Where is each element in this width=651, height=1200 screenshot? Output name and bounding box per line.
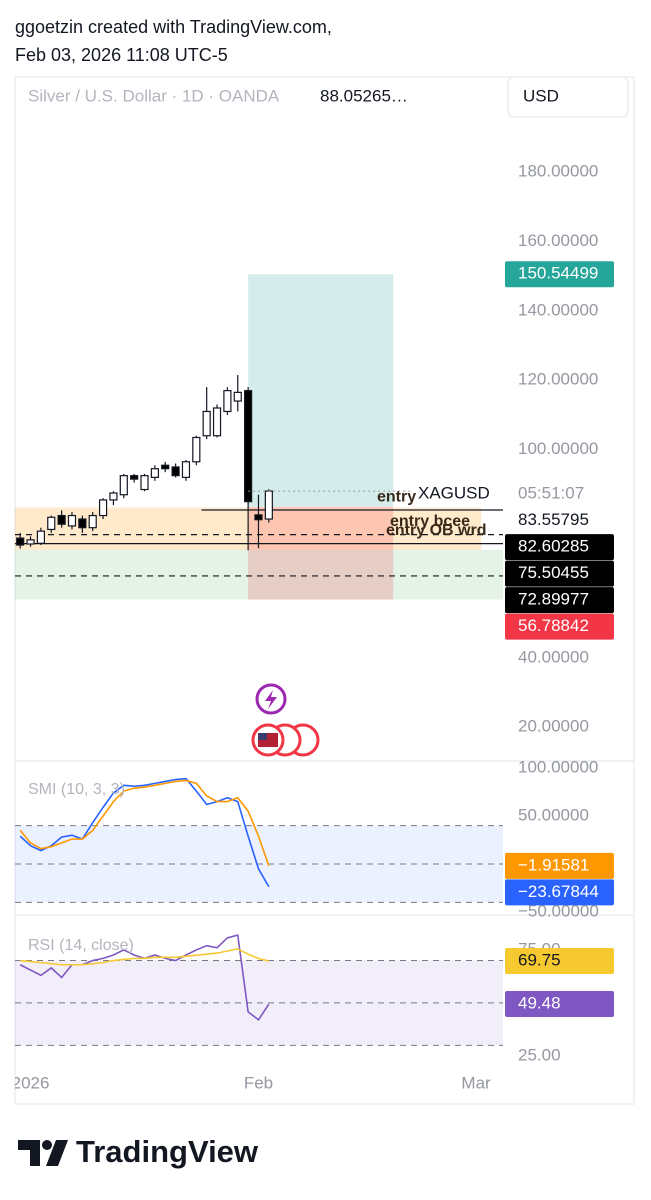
candle-body <box>26 539 35 545</box>
candle-body <box>181 461 191 478</box>
price-badge-label: 49.48 <box>518 994 561 1013</box>
flag <box>258 733 267 740</box>
lightning <box>265 690 277 709</box>
price-badge <box>505 507 614 534</box>
drawing-label: entry bcee <box>390 513 470 530</box>
candle-body <box>233 391 242 402</box>
target-zone <box>248 274 394 507</box>
price-badge <box>505 613 614 640</box>
header-line: ggoetzin created with TradingView.com, <box>15 17 332 37</box>
price-badge <box>505 587 614 614</box>
y-tick-label: 25.00 <box>518 1045 561 1064</box>
event-icons <box>251 683 320 757</box>
indicator-line <box>19 779 270 867</box>
price-badge-label: 82.60285 <box>518 537 589 556</box>
candle-body <box>140 475 149 491</box>
candle-body <box>264 490 273 520</box>
candle-body <box>57 514 66 525</box>
y-tick-label: 180.00000 <box>518 162 598 181</box>
price-badge-label: −1.91581 <box>518 855 589 874</box>
label-bg <box>412 481 500 502</box>
candle-body <box>223 390 232 413</box>
brand-name: TradingView <box>76 1134 259 1169</box>
indicator-legend: RSI (14, close) <box>28 937 134 954</box>
rsi-pane <box>15 934 503 1046</box>
y-tick-label: −50.00000 <box>518 901 599 920</box>
y-tick-label: 50.00000 <box>518 805 589 824</box>
y-tick-label: 100.00000 <box>518 439 598 458</box>
candle-body <box>244 390 253 503</box>
price-badge <box>505 852 614 879</box>
price-badge <box>505 261 614 288</box>
candle-body <box>109 492 118 501</box>
indicator-legend: SMI (10, 3, 3) <box>28 781 125 798</box>
candle-body <box>192 436 201 463</box>
price-badge <box>505 534 614 561</box>
axes: 180.00000 160.00000 140.00000 120.00000 100.… <box>505 162 614 1064</box>
candle-body <box>88 514 97 529</box>
y-tick-label: 100.00000 <box>518 757 598 776</box>
stop-zone <box>248 506 394 600</box>
price-badge-label: 56.78842 <box>518 616 589 635</box>
y-tick-label: 20.00000 <box>518 717 589 736</box>
smi-pane <box>15 777 503 903</box>
candle-body <box>16 537 25 546</box>
candle-body <box>130 475 139 480</box>
x-tick-label: Feb <box>244 1073 273 1092</box>
candle-body <box>98 499 108 517</box>
indicator-line <box>20 948 270 966</box>
price-badge-label: 150.54499 <box>518 264 598 283</box>
time-axis: 2026 Feb Mar <box>12 1073 491 1092</box>
series-name: XAGUSD <box>418 484 490 503</box>
candle-body <box>150 468 159 478</box>
logo-mark <box>18 1140 40 1166</box>
legend-price: 88.05265… <box>320 86 408 105</box>
candle-body <box>161 464 170 470</box>
drawing-label: entry OB wrd <box>386 522 486 539</box>
candle-body <box>67 514 77 527</box>
price-badge-label: 69.75 <box>518 951 561 970</box>
currency-label[interactable]: USD <box>523 86 559 105</box>
price-badge-label: −23.67844 <box>518 882 599 901</box>
y-tick-label: 140.00000 <box>518 300 598 319</box>
candle-body <box>202 410 211 437</box>
price-badge <box>505 991 614 1018</box>
candle-body <box>254 514 263 521</box>
indicator-line <box>19 777 270 888</box>
x-tick-label: 2026 <box>12 1073 50 1092</box>
x-tick-label: Mar <box>461 1073 491 1092</box>
y-tick-label: 160.00000 <box>518 231 598 250</box>
price-badge <box>505 560 614 587</box>
symbol-legend: Silver / U.S. Dollar · 1D · OANDA <box>28 86 280 105</box>
price-badge <box>505 948 614 975</box>
y-tick-label: 40.00000 <box>518 647 589 666</box>
candle-body <box>119 475 128 496</box>
brand-logo: TradingView <box>18 1134 259 1169</box>
price-badge <box>505 879 614 906</box>
logo-mark <box>42 1140 52 1150</box>
countdown: 05:51:07 <box>518 484 584 503</box>
price-badge-label: 75.50455 <box>518 563 589 582</box>
candle-body <box>47 516 56 531</box>
candle-body <box>171 466 180 477</box>
drawing-label: entry <box>377 488 416 505</box>
candle-body <box>78 518 87 529</box>
currency-button[interactable] <box>507 76 629 118</box>
header-line: Feb 03, 2026 11:08 UTC-5 <box>15 45 228 65</box>
logo-mark <box>46 1140 68 1166</box>
candle-body <box>36 530 46 544</box>
price-badge-label: 72.89977 <box>518 590 589 609</box>
candle-body <box>212 407 222 437</box>
y-tick-label: 120.00000 <box>518 370 598 389</box>
price-badge-label: 83.55795 <box>518 510 589 529</box>
zone <box>15 549 503 600</box>
